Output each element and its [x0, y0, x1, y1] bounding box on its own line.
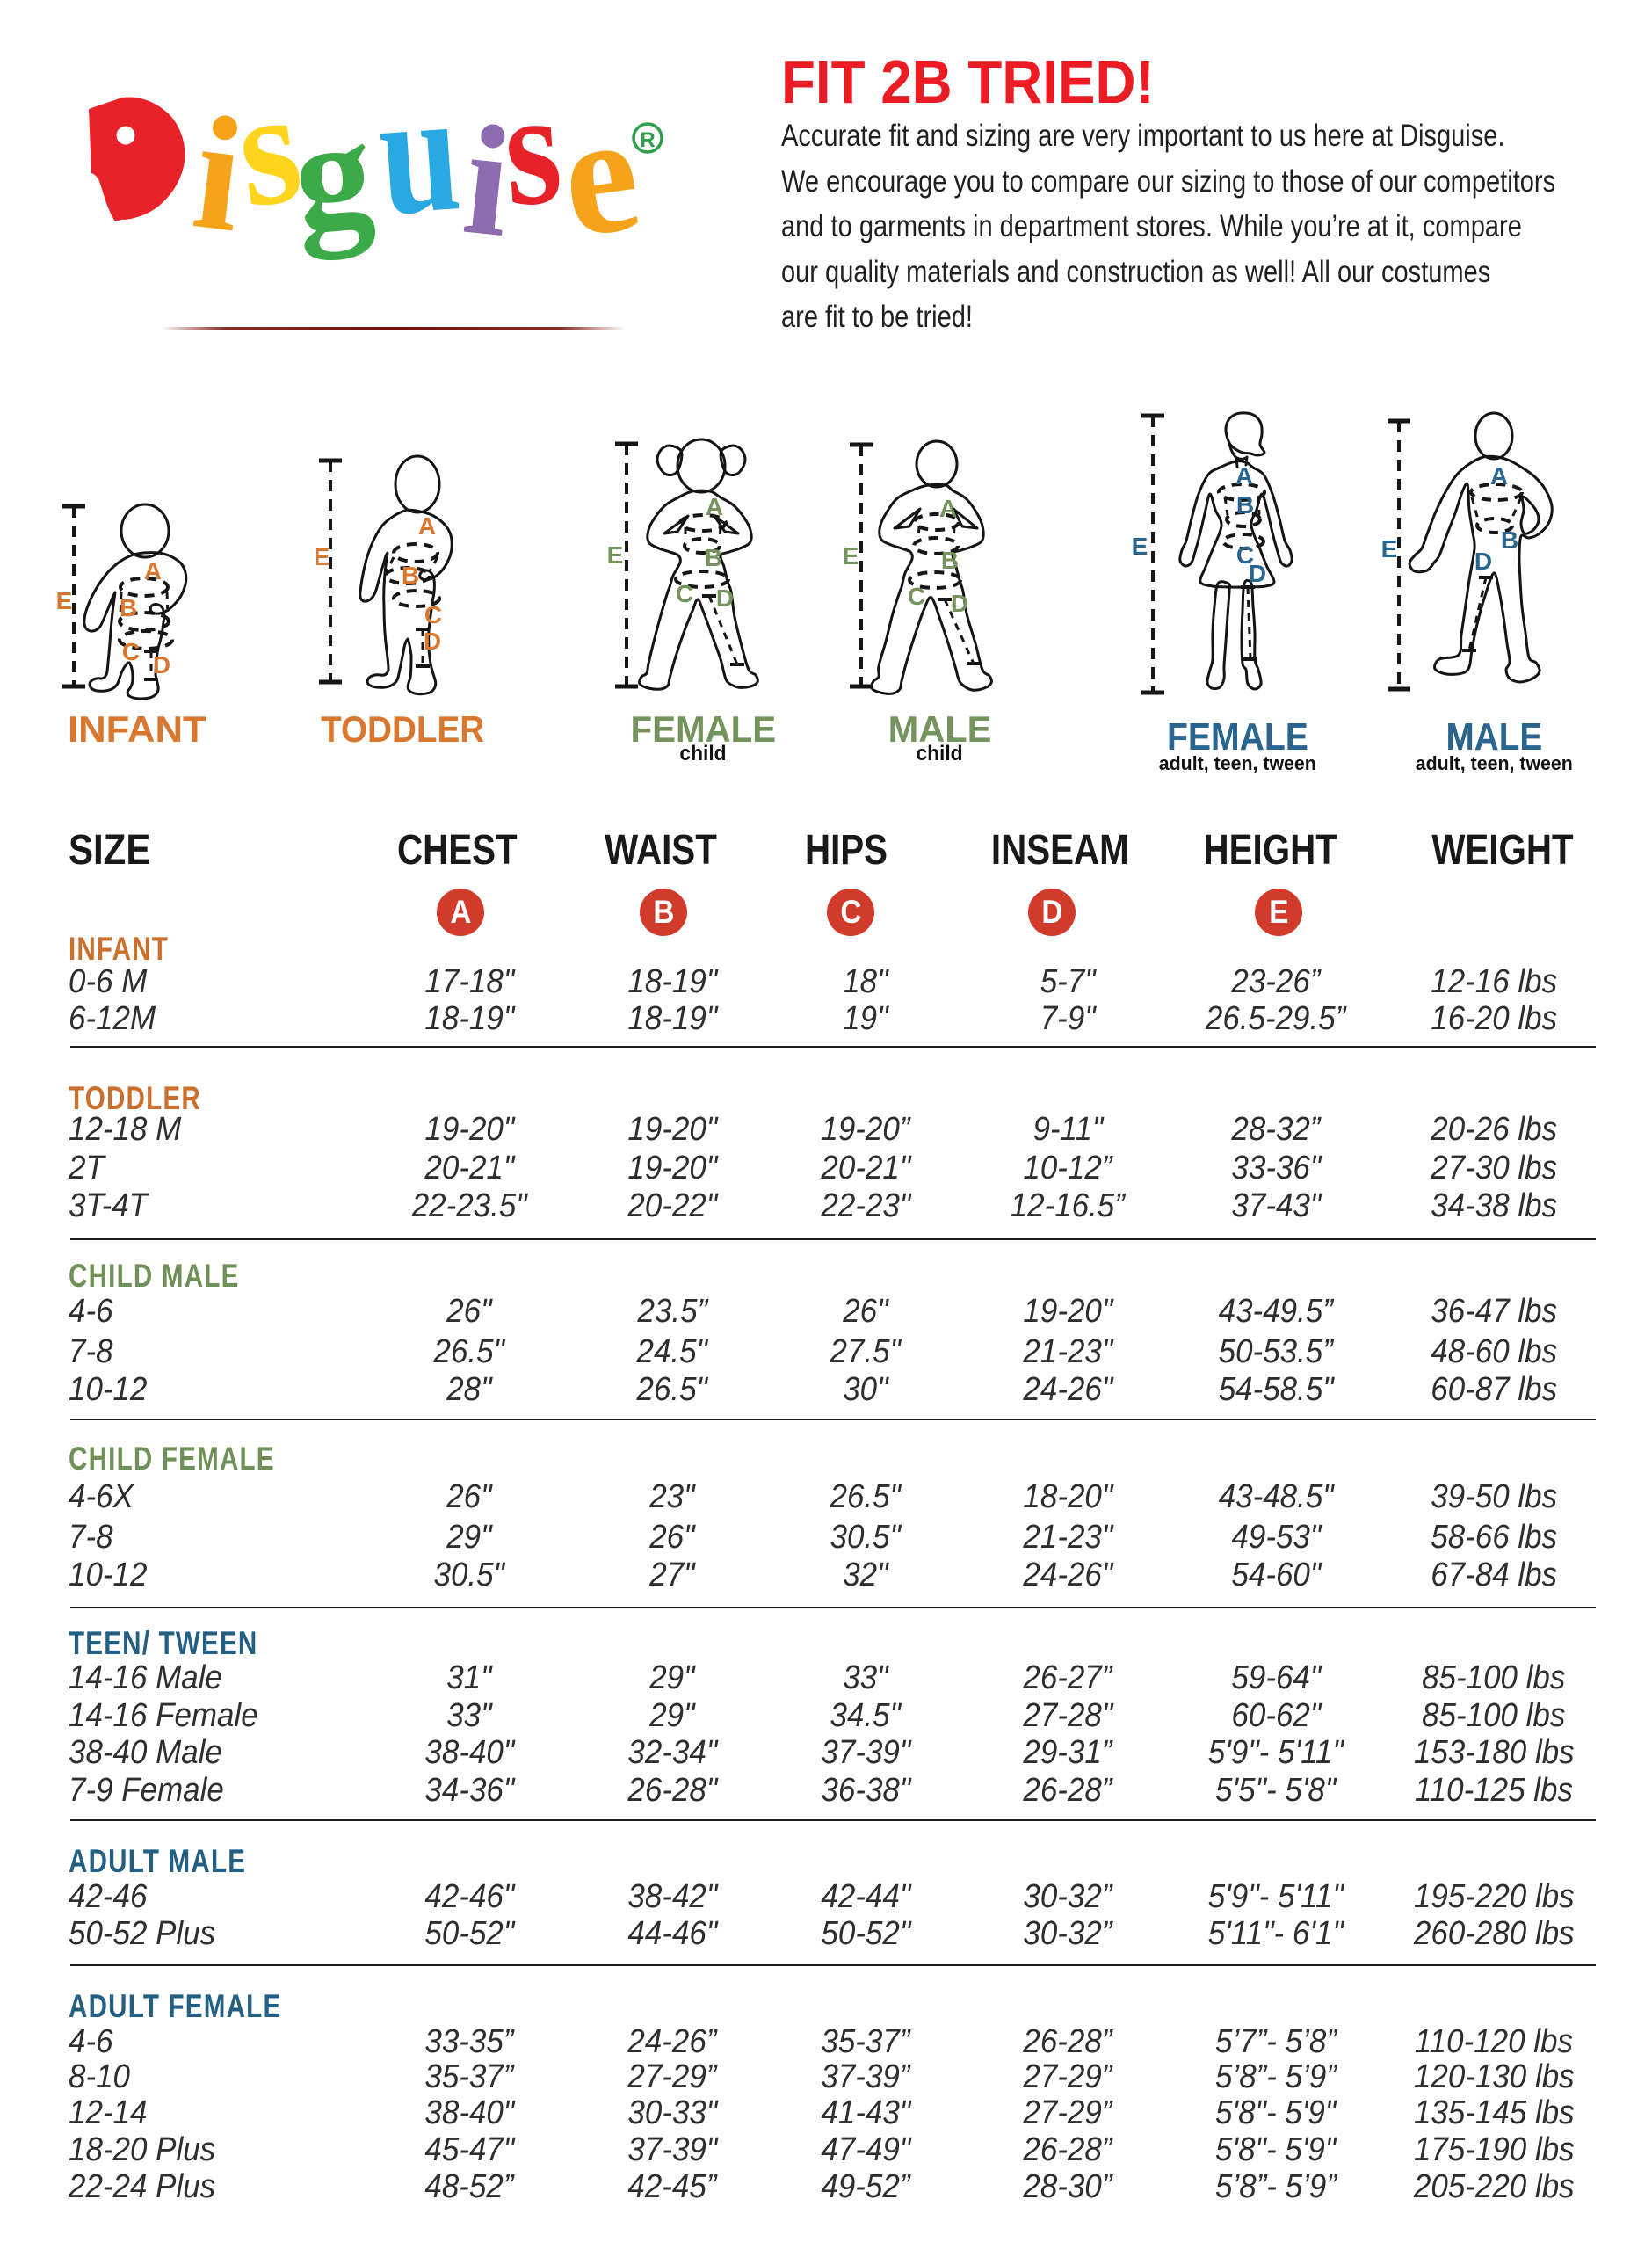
svg-text:E: E	[56, 587, 73, 614]
svg-text:B: B	[1236, 491, 1254, 519]
svg-text:C: C	[908, 583, 925, 610]
svg-text:B: B	[1501, 526, 1518, 554]
svg-text:A: A	[418, 512, 436, 540]
svg-text:C: C	[424, 601, 442, 628]
svg-text:E: E	[1132, 533, 1148, 560]
svg-text:A: A	[1235, 462, 1253, 490]
svg-text:A: A	[1490, 462, 1508, 490]
svg-text:A: A	[144, 557, 162, 584]
svg-text:C: C	[676, 580, 693, 607]
svg-text:D: D	[951, 590, 968, 617]
svg-text:E: E	[316, 543, 330, 570]
svg-text:C: C	[1236, 541, 1254, 569]
svg-text:C: C	[122, 638, 140, 665]
svg-text:D: D	[424, 628, 441, 655]
svg-text:D: D	[1474, 548, 1492, 575]
svg-text:A: A	[939, 495, 957, 522]
svg-text:D: D	[1249, 560, 1266, 587]
svg-text:E: E	[607, 541, 624, 569]
svg-text:E: E	[1381, 535, 1398, 562]
svg-text:B: B	[402, 562, 419, 589]
svg-text:B: B	[705, 544, 722, 571]
svg-text:R: R	[640, 128, 655, 152]
svg-text:B: B	[941, 547, 959, 574]
svg-text:B: B	[120, 594, 137, 621]
svg-text:D: D	[716, 584, 734, 612]
svg-text:E: E	[843, 542, 859, 570]
svg-text:A: A	[706, 493, 723, 520]
svg-text:D: D	[153, 651, 170, 679]
